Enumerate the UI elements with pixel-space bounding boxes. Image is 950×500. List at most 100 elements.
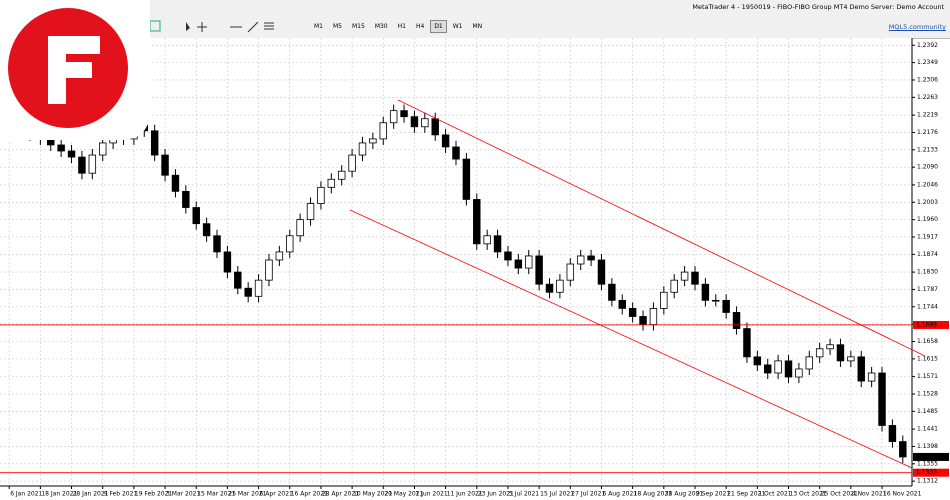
crosshair-icon[interactable] [197,22,207,32]
candle-body [452,146,460,160]
price-level-tag [913,468,949,477]
price-level-tag [913,320,949,329]
y-tick-label: 1.2263 [917,94,938,101]
candle-body [805,356,814,370]
x-tick-label: 3 Mar 2021 [166,491,200,498]
y-tick-label: 1.1917 [917,233,938,240]
candle-body [566,263,575,281]
x-tick-label: 1 Oct 2021 [758,491,791,498]
candle-body [78,156,86,174]
current-price-tag [913,452,949,461]
period-button[interactable]: D1 [430,20,447,33]
x-tick-label: 9 Sep 2021 [696,491,730,498]
tool-icons [150,20,274,33]
x-tick-label: 11 Jun 2021 [447,491,483,498]
candle-body [67,150,76,158]
y-tick-label: 1.1960 [917,216,938,223]
y-tick-label: 1.1441 [917,426,938,433]
candle-body [275,251,284,261]
current-price-label: 1.1372 [916,453,937,460]
y-tick-label: 1.1615 [917,355,938,362]
candle-body [753,356,762,366]
candle-body [358,142,367,156]
candle-body [847,356,855,362]
candle-body [670,279,678,293]
period-button[interactable]: H1 [397,23,406,30]
period-button[interactable]: H4 [415,23,425,30]
x-tick-label: 16 Nov 2021 [883,491,922,498]
x-tick-label: 30 Aug 2021 [665,491,704,498]
candle-body [192,207,200,225]
candles [5,100,907,463]
x-tick-label: 9 Feb 2021 [104,491,138,498]
candle-body [535,255,543,285]
candle-body [795,368,803,378]
period-button[interactable]: M15 [352,23,365,30]
candle-body [410,116,419,128]
community-link[interactable]: MQL5.community [888,23,946,31]
x-tick-label: 20 May 2021 [384,491,423,498]
period-button[interactable]: M5 [333,23,342,30]
y-tick-label: 1.2090 [917,164,938,171]
candle-body [525,255,533,269]
candle-body [732,312,741,329]
candle-body [98,142,107,156]
candle-body [88,154,97,174]
candle-body [545,283,554,293]
y-tick-label: 1.1312 [917,478,938,485]
x-tick-label: 25 Oct 2021 [821,491,858,498]
x-tick-label: 6 Aug 2021 [602,491,637,498]
y-tick-label: 1.2176 [917,129,938,136]
candle-body [857,356,865,382]
channel-lower [349,209,913,469]
candle-body [763,364,772,374]
tool-icon[interactable] [150,20,161,32]
candle-body [150,130,159,156]
y-tick-label: 1.1485 [917,408,938,415]
price-level-label: 1.1699 [916,321,937,328]
candle-body [296,219,304,237]
candle-body [680,271,689,281]
x-tick-label: 28 Jan 2021 [73,491,109,498]
candle-body [712,299,720,302]
x-tick-label: 1 Jun 2021 [415,491,447,498]
candle-body [597,259,606,285]
candle-body [421,118,429,128]
y-tick-label: 1.1787 [917,286,938,293]
x-tick-label: 18 Jan 2021 [41,491,77,498]
candle-body [306,203,315,221]
candle-body [587,255,595,261]
candle-body [254,279,263,297]
channel-icon[interactable] [264,22,274,30]
candle-body [815,348,824,358]
candle-body [743,328,751,358]
candle-body [878,372,886,426]
x-tick-label: 15 Mar 2021 [197,491,235,498]
x-tick-label: 18 Aug 2021 [634,491,673,498]
y-tick-label: 1.2133 [917,146,938,153]
logo-letter [48,36,100,104]
y-tick-label: 1.1355 [917,460,938,467]
candle-body [317,186,325,204]
cursor-icon[interactable] [186,22,190,31]
candle-body [774,360,782,374]
period-button[interactable]: MN [472,23,483,30]
candle-body [618,299,626,309]
channel-upper [397,99,926,357]
period-button[interactable]: W1 [452,23,463,30]
x-tick-label: 13 Oct 2021 [790,491,827,498]
y-tick-label: 1.1874 [917,251,938,258]
x-tick-label: 27 Jul 2021 [571,491,605,498]
period-button[interactable]: M30 [374,23,388,30]
y-tick-label: 1.2219 [917,112,938,119]
x-tick-label: 15 Jul 2021 [540,491,574,498]
period-button[interactable]: M1 [314,23,323,30]
candle-body [867,372,876,382]
candle-body [244,287,252,297]
candle-body [608,283,616,301]
trendline-icon[interactable] [247,21,259,33]
labels: 1.2392 1.2349 1.2306 1.2263 1.2219 1.2176 1.21… [0,42,949,498]
candle-body [504,251,512,261]
